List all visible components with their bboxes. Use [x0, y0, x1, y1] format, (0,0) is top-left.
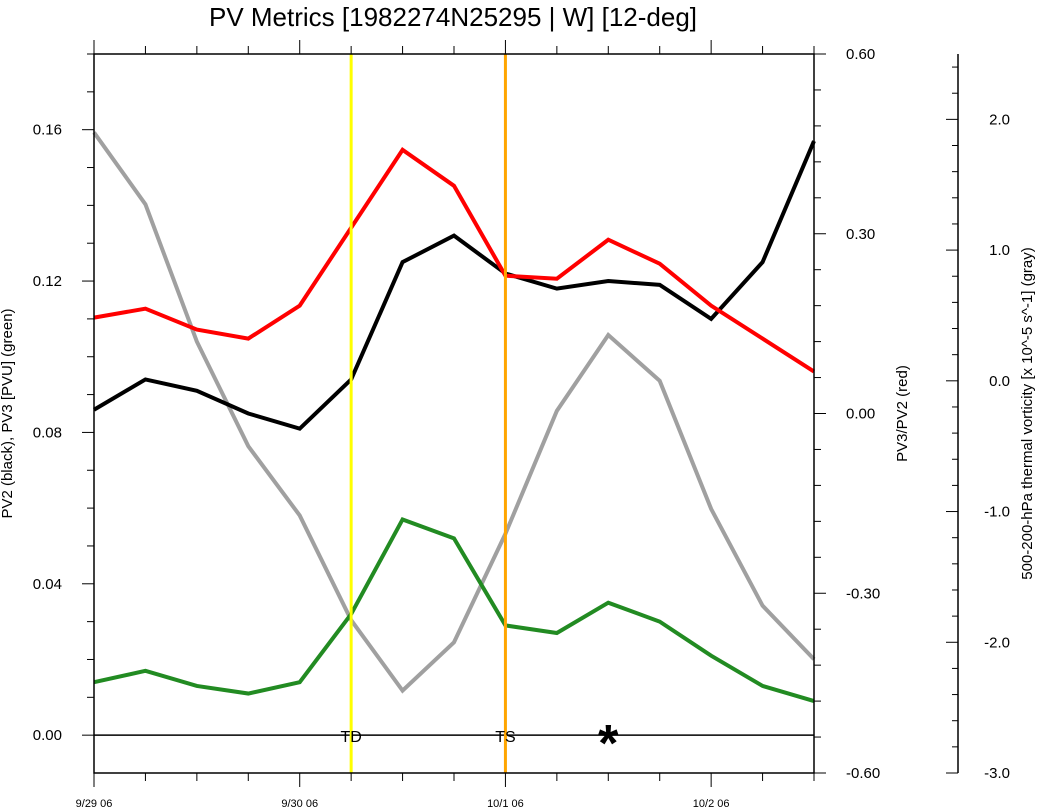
right-y-tick-label: 0.60 — [846, 46, 875, 63]
asterisk-marker: * — [598, 715, 619, 773]
x-tick-label: 9/29 06 — [76, 798, 113, 810]
x-tick-label: 10/1 06 — [487, 798, 524, 810]
series-layer — [92, 131, 816, 704]
left-y-tick-label: 0.16 — [33, 122, 62, 139]
chart-title: PV Metrics [1982274N25295 | W] [12-deg] — [209, 2, 697, 32]
far-right-y-tick-label: -1.0 — [984, 504, 1010, 521]
series-line-left-0 — [92, 140, 816, 431]
left-y-tick-label: 0.12 — [33, 273, 62, 290]
far-right-y-tick-label: 0.0 — [989, 373, 1010, 390]
markers-layer: * — [598, 715, 619, 773]
right-y-tick-label: -0.60 — [846, 765, 880, 782]
right-y-axis-label: PV3/PV2 (red) — [894, 365, 911, 462]
far-right-y-tick-label: -2.0 — [984, 634, 1010, 651]
far-right-y-tick-label: 1.0 — [989, 242, 1010, 259]
plot-frame — [93, 53, 815, 774]
right-y-tick-label: -0.30 — [846, 585, 880, 602]
far-right-y-tick-label: -3.0 — [984, 765, 1010, 782]
series-line-left-1 — [93, 516, 815, 704]
x-tick-label: 9/30 06 — [281, 798, 318, 810]
left-y-axis-label: PV2 (black), PV3 [PVU] (green) — [0, 308, 16, 518]
series-line-far_right-3 — [92, 131, 816, 694]
event-label-td: TD — [340, 729, 361, 746]
far-right-y-axis-label: 500-200-hPa thermal vorticity [x 10^-5 s… — [1019, 247, 1036, 580]
event-label-ts: TS — [495, 729, 515, 746]
far-right-y-tick-label: 2.0 — [989, 111, 1010, 128]
left-y-tick-label: 0.04 — [33, 576, 62, 593]
vertical-lines-layer: TD TS — [340, 54, 516, 773]
right-y-tick-label: 0.30 — [846, 226, 875, 243]
x-tick-label: 10/2 06 — [693, 798, 730, 810]
series-line-right-2 — [93, 147, 816, 374]
left-y-tick-label: 0.00 — [33, 727, 62, 744]
axes-layer: 9/29 06 9/30 06 10/1 06 10/2 06 0.00 0.04 0.08… — [0, 40, 1036, 810]
left-y-tick-label: 0.08 — [33, 424, 62, 441]
right-y-tick-label: 0.00 — [846, 406, 875, 423]
